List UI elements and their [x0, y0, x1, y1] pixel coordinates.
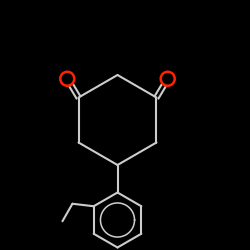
Circle shape [161, 72, 175, 86]
Circle shape [60, 72, 74, 86]
